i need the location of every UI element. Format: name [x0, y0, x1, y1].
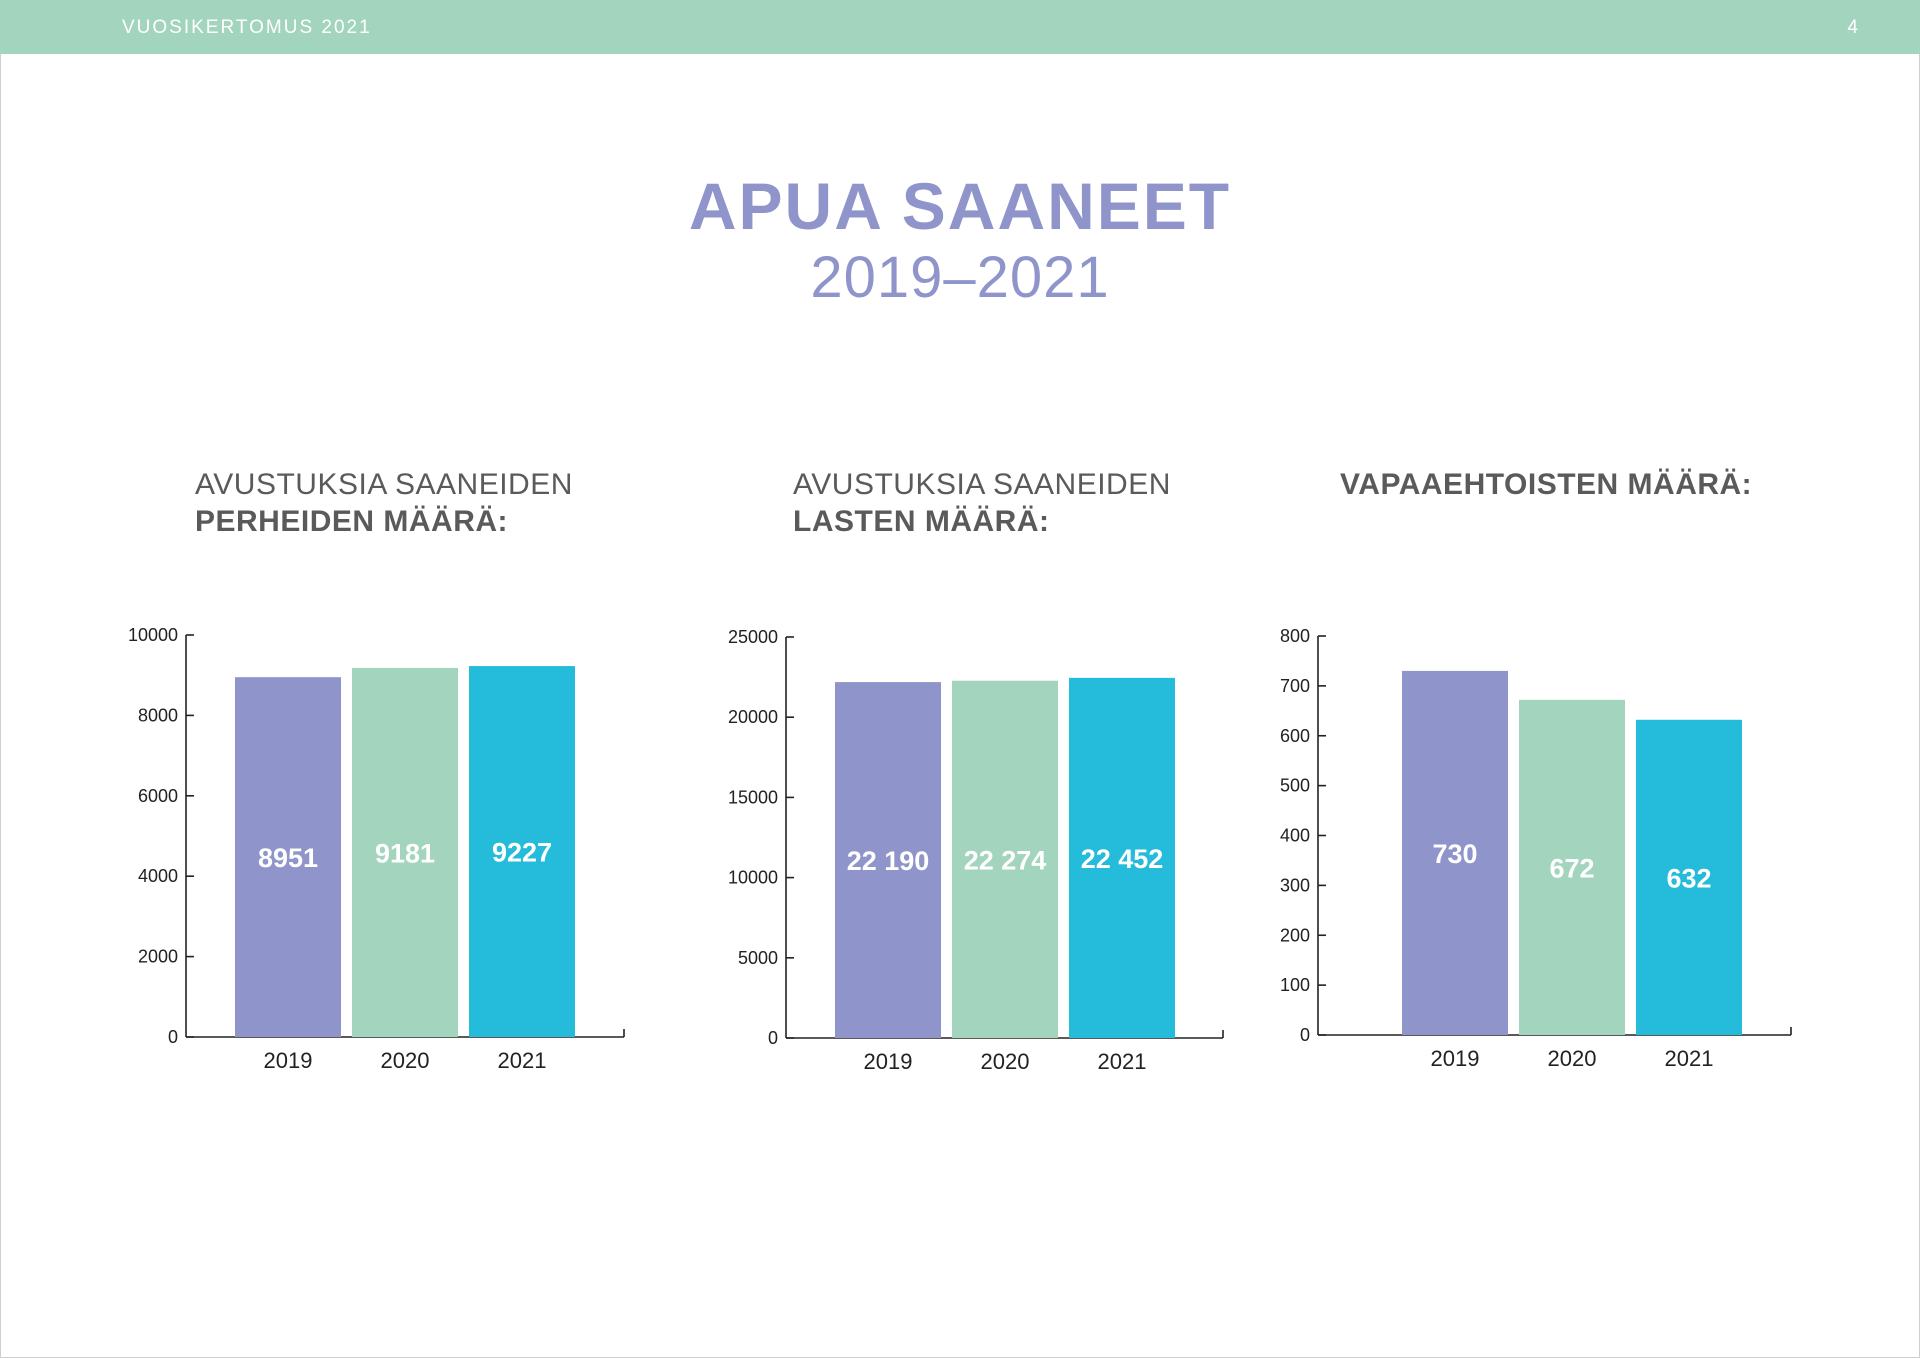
families-y-tick-label: 6000 [138, 786, 178, 806]
families-value-label-2020: 9181 [375, 838, 435, 868]
volunteers-y-tick-label: 200 [1280, 925, 1310, 945]
volunteers-bar-2019 [1402, 670, 1508, 1035]
children-y-tick-label: 5000 [738, 948, 778, 968]
volunteers-value-label-2019: 730 [1432, 839, 1477, 869]
volunteers-y-tick-label: 0 [1300, 1025, 1310, 1045]
volunteers-y-tick-label: 700 [1280, 676, 1310, 696]
children-value-label-2020: 22 274 [964, 845, 1047, 875]
volunteers-bar-2020 [1519, 699, 1625, 1035]
children-y-tick-label: 15000 [728, 787, 778, 807]
volunteers-y-tick-label: 100 [1280, 975, 1310, 995]
volunteers-y-tick-label: 300 [1280, 875, 1310, 895]
volunteers-value-label-2020: 672 [1549, 853, 1594, 883]
families-y-tick-label: 4000 [138, 866, 178, 886]
children-y-tick-label: 20000 [728, 707, 778, 727]
children-value-label-2019: 22 190 [847, 846, 930, 876]
children-category-label-2019: 2019 [864, 1049, 913, 1074]
volunteers-y-tick-label: 400 [1280, 826, 1310, 846]
children-category-label-2021: 2021 [1098, 1049, 1147, 1074]
volunteers-value-label-2021: 632 [1666, 863, 1711, 893]
families-bar-2021 [469, 666, 575, 1037]
chart-families-heading-light: AVUSTUKSIA SAANEIDEN [195, 468, 573, 501]
families-y-tick-label: 0 [168, 1027, 178, 1047]
families-y-tick-label: 8000 [138, 705, 178, 725]
families-category-label-2021: 2021 [498, 1048, 547, 1073]
chart-families-heading: AVUSTUKSIA SAANEIDEN PERHEIDEN MÄÄRÄ: [195, 466, 573, 540]
families-category-label-2020: 2020 [381, 1048, 430, 1073]
page-number: 4 [1847, 17, 1858, 38]
families-bar-2020 [352, 667, 458, 1037]
chart-children-heading-bold: LASTEN MÄÄRÄ: [793, 505, 1050, 538]
chart-children-heading-light: AVUSTUKSIA SAANEIDEN [793, 468, 1171, 501]
children-bar-2021 [1069, 677, 1175, 1038]
report-title: VUOSIKERTOMUS 2021 [122, 17, 372, 38]
chart-families-heading-bold: PERHEIDEN MÄÄRÄ: [195, 505, 509, 538]
volunteers-category-label-2021: 2021 [1665, 1046, 1714, 1071]
families-value-label-2021: 9227 [492, 838, 552, 868]
volunteers-category-label-2020: 2020 [1548, 1046, 1597, 1071]
volunteers-y-tick-label: 600 [1280, 726, 1310, 746]
volunteers-bar-2021 [1636, 719, 1742, 1035]
chart-children-heading: AVUSTUKSIA SAANEIDEN LASTEN MÄÄRÄ: [793, 466, 1171, 540]
chart-volunteers-heading-bold: VAPAAEHTOISTEN MÄÄRÄ: [1340, 468, 1753, 501]
volunteers-category-label-2019: 2019 [1431, 1046, 1480, 1071]
children-value-label-2021: 22 452 [1081, 844, 1164, 874]
page-title: APUA SAANEET [688, 169, 1232, 243]
families-value-label-2019: 8951 [258, 843, 318, 873]
volunteers-y-tick-label: 800 [1280, 626, 1310, 646]
families-y-tick-label: 10000 [128, 625, 178, 645]
families-category-label-2019: 2019 [264, 1048, 313, 1073]
children-category-label-2020: 2020 [981, 1049, 1030, 1074]
header-bar: VUOSIKERTOMUS 2021 4 [0, 0, 1920, 54]
families-bar-2019 [235, 677, 341, 1037]
children-y-tick-label: 0 [768, 1028, 778, 1048]
children-bar-2020 [952, 680, 1058, 1038]
children-bar-2019 [835, 682, 941, 1038]
volunteers-y-tick-label: 500 [1280, 776, 1310, 796]
families-y-tick-label: 2000 [138, 947, 178, 967]
children-y-tick-label: 10000 [728, 868, 778, 888]
children-y-tick-label: 25000 [728, 627, 778, 647]
page-subtitle: 2019–2021 [810, 245, 1110, 310]
chart-volunteers-heading: VAPAAEHTOISTEN MÄÄRÄ: [1340, 466, 1752, 503]
